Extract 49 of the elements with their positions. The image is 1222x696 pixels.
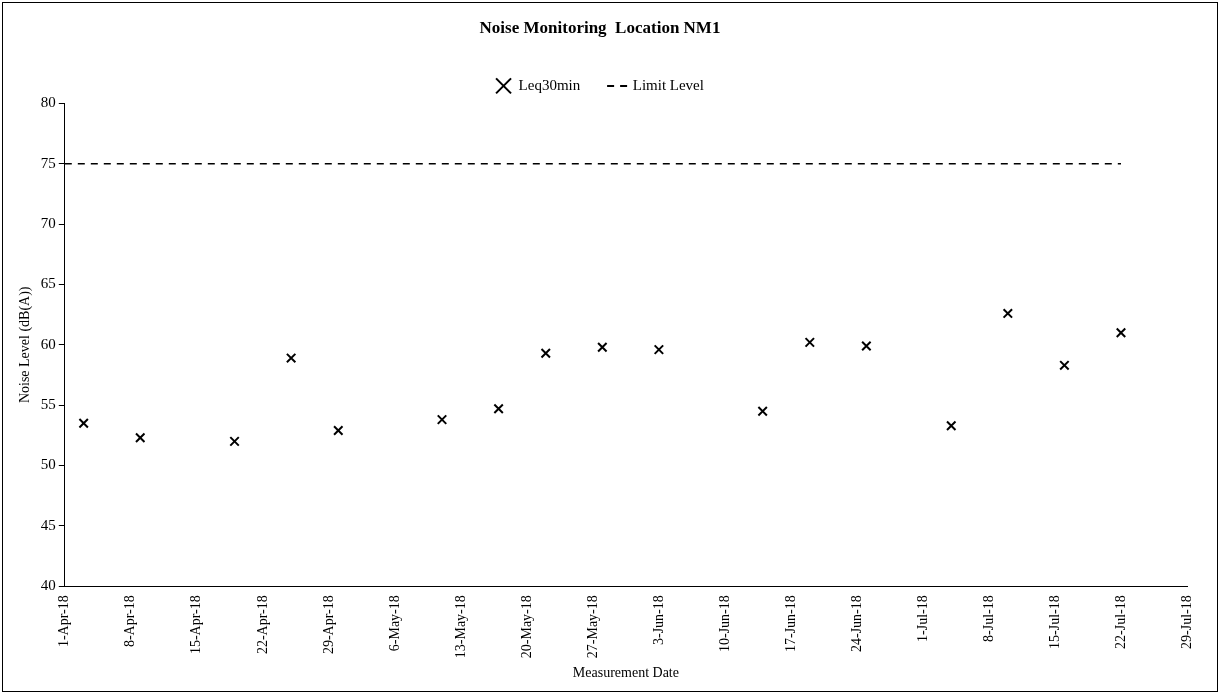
point — [540, 348, 551, 359]
x-tick-label: 3-Jun-18 — [650, 595, 666, 645]
legend-label: Limit Level — [632, 76, 704, 93]
point — [333, 425, 344, 436]
chart-title: Noise Monitoring Location NM1 — [479, 17, 721, 37]
y-tick-label: 55 — [40, 396, 56, 413]
x-tick-label: 1-Apr-18 — [56, 595, 72, 648]
point — [597, 341, 608, 353]
x-tick-label: 17-Jun-18 — [782, 595, 798, 652]
y-axis-title: Noise Level (dB(A)) — [17, 286, 34, 404]
point — [78, 418, 89, 429]
point — [757, 405, 768, 417]
x-tick-label: 22-Jul-18 — [1112, 595, 1128, 649]
y-tick-label: 75 — [40, 154, 56, 171]
y-tick-label: 45 — [40, 516, 56, 533]
y-tick-label: 50 — [40, 456, 56, 473]
x-tick-label: 29-Apr-18 — [320, 595, 336, 655]
x-tick-label: 15-Apr-18 — [188, 595, 204, 655]
x-tick-label: 15-Jul-18 — [1046, 595, 1062, 649]
point — [436, 414, 448, 425]
y-tick-label: 60 — [40, 335, 56, 352]
y-tick-label: 40 — [40, 577, 56, 594]
x-tick-label: 22-Apr-18 — [254, 595, 270, 655]
y-tick-label: 65 — [40, 275, 56, 292]
point — [1059, 360, 1070, 371]
point — [946, 420, 957, 431]
point — [1002, 308, 1014, 319]
point — [653, 344, 665, 355]
x-tick-label: 27-May-18 — [584, 595, 600, 659]
point — [493, 403, 504, 415]
x-tick-label: 6-May-18 — [386, 595, 402, 652]
point — [135, 432, 146, 443]
y-tick-label: 70 — [40, 215, 56, 232]
point — [861, 340, 872, 352]
y-tick-label: 80 — [40, 94, 56, 111]
x-tick-label: 13-May-18 — [452, 595, 468, 659]
legend-label: Leq30min — [518, 76, 581, 93]
x-tick-label: 10-Jun-18 — [716, 595, 732, 652]
x-tick-label: 29-Jul-18 — [1178, 595, 1194, 649]
x-tick-label: 8-Apr-18 — [122, 595, 138, 648]
point — [1115, 327, 1127, 338]
point — [804, 337, 816, 348]
x-tick-label: 20-May-18 — [518, 595, 534, 659]
x-tick-label: 24-Jun-18 — [848, 595, 864, 652]
x-axis-title: Measurement Date — [572, 665, 679, 681]
x-tick-label: 8-Jul-18 — [980, 595, 996, 642]
point — [229, 436, 240, 447]
point — [285, 352, 297, 364]
x-tick-label: 1-Jul-18 — [914, 595, 930, 642]
